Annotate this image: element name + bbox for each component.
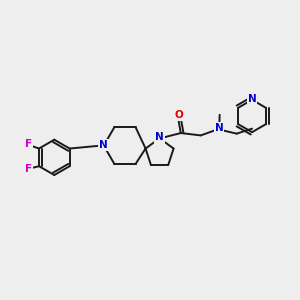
- Text: O: O: [174, 110, 183, 120]
- Text: N: N: [215, 123, 224, 133]
- Text: F: F: [25, 139, 32, 149]
- Text: N: N: [248, 94, 256, 104]
- Text: F: F: [25, 164, 32, 174]
- Text: N: N: [155, 133, 164, 142]
- Text: N: N: [99, 140, 108, 150]
